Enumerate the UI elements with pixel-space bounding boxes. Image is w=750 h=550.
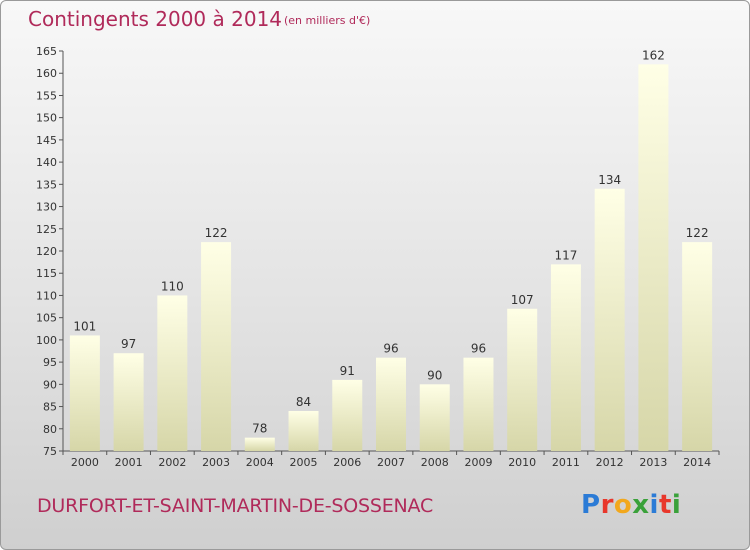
- bar-value-label: 78: [252, 422, 267, 436]
- x-tick-label: 2005: [290, 456, 318, 469]
- bar: [419, 384, 450, 451]
- bar-value-label: 101: [73, 319, 96, 333]
- x-tick-label: 2008: [421, 456, 449, 469]
- y-tick-label: 90: [43, 378, 57, 391]
- x-tick-label: 2000: [71, 456, 99, 469]
- bar-value-label: 122: [205, 226, 228, 240]
- bar: [594, 188, 625, 451]
- y-tick-label: 75: [43, 445, 57, 458]
- x-tick-label: 2012: [596, 456, 624, 469]
- bar-value-label: 110: [161, 279, 184, 293]
- chart-title: Contingents 2000 à 2014: [28, 7, 283, 31]
- bar-value-label: 117: [554, 248, 577, 262]
- y-axis: 75 80 85 90 95 100 105 110 115 120 125 130 135 140 145…: [36, 45, 64, 458]
- y-tick-label: 110: [36, 289, 57, 302]
- bar: [157, 295, 188, 451]
- y-tick-label: 125: [36, 223, 57, 236]
- bar-value-labels: 101 97 110 122 78 84 91 96 90 96 107 117 134 162 122: [73, 48, 708, 435]
- bar-value-label: 134: [598, 173, 621, 187]
- logo-letter: P: [581, 490, 601, 520]
- bar: [550, 264, 581, 451]
- bar: [69, 335, 100, 451]
- bar: [376, 357, 406, 451]
- bar-value-label: 91: [340, 364, 355, 378]
- bars: [69, 64, 713, 452]
- x-tick-label: 2001: [115, 456, 143, 469]
- y-tick-label: 85: [43, 401, 57, 414]
- y-tick-label: 80: [43, 423, 57, 436]
- x-tick-label: 2004: [246, 456, 274, 469]
- bar: [507, 308, 538, 451]
- x-tick-label: 2002: [158, 456, 186, 469]
- bar-value-label: 84: [296, 395, 311, 409]
- bar: [463, 357, 494, 451]
- y-tick-label: 165: [36, 45, 57, 58]
- y-tick-label: 120: [36, 245, 57, 258]
- x-tick-label: 2011: [552, 456, 580, 469]
- x-axis: 2000 2001 2002 2003 2004 2005 2006 2007 2008 2009…: [62, 450, 720, 469]
- x-tick-label: 2003: [202, 456, 230, 469]
- logo-letter: t: [658, 490, 672, 520]
- bar-value-label: 162: [642, 48, 665, 62]
- bar-value-label: 107: [511, 293, 534, 307]
- chart-subtitle: (en milliers d'€): [284, 14, 371, 27]
- y-tick-label: 150: [36, 112, 57, 125]
- bar: [113, 353, 144, 451]
- y-tick-label: 100: [36, 334, 57, 347]
- y-tick-label: 160: [36, 67, 57, 80]
- y-tick-label: 140: [36, 156, 57, 169]
- y-tick-label: 115: [36, 267, 57, 280]
- y-tick-label: 145: [36, 134, 57, 147]
- x-tick-label: 2006: [333, 456, 361, 469]
- bar-value-label: 90: [427, 368, 442, 382]
- x-tick-label: 2014: [683, 456, 711, 469]
- proxiti-logo[interactable]: Proxiti: [581, 490, 681, 520]
- x-tick-label: 2010: [508, 456, 536, 469]
- x-tick-label: 2009: [464, 456, 492, 469]
- y-tick-label: 130: [36, 201, 57, 214]
- x-tick-label: 2013: [639, 456, 667, 469]
- logo-letter: x: [632, 490, 650, 520]
- logo-letter: o: [613, 490, 633, 520]
- commune-name: DURFORT-ET-SAINT-MARTIN-DE-SOSSENAC: [37, 495, 434, 517]
- y-tick-label: 105: [36, 312, 57, 325]
- logo-letter: i: [649, 490, 659, 520]
- y-tick-label: 135: [36, 178, 57, 191]
- bar-value-label: 122: [686, 226, 709, 240]
- y-tick-label: 95: [43, 356, 57, 369]
- bar-value-label: 96: [383, 342, 398, 356]
- bar: [288, 411, 319, 451]
- bar: [638, 64, 669, 452]
- logo-letter: r: [600, 490, 614, 520]
- bar: [201, 242, 232, 451]
- bar-value-label: 97: [121, 337, 136, 351]
- y-tick-label: 155: [36, 89, 57, 102]
- bar: [332, 379, 363, 451]
- logo-letter: i: [671, 490, 682, 520]
- bar: [682, 242, 713, 451]
- bar: [244, 437, 275, 451]
- bar-value-label: 96: [471, 342, 486, 356]
- x-tick-label: 2007: [377, 456, 405, 469]
